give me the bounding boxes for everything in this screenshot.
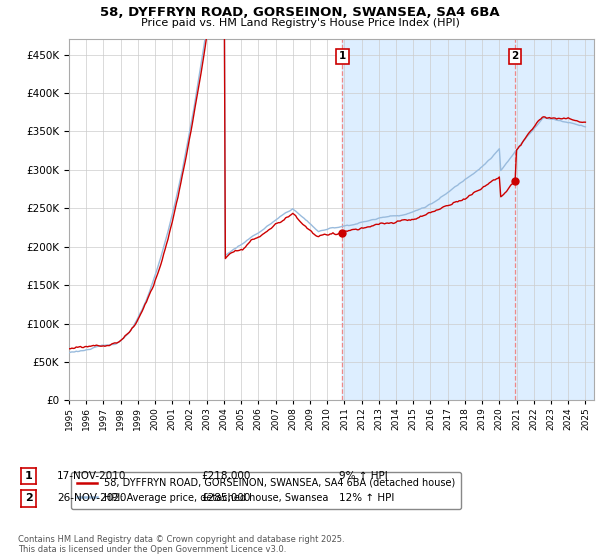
Text: £218,000: £218,000: [201, 471, 250, 481]
Text: 2: 2: [25, 493, 32, 503]
Text: Price paid vs. HM Land Registry's House Price Index (HPI): Price paid vs. HM Land Registry's House …: [140, 18, 460, 28]
Text: 17-NOV-2010: 17-NOV-2010: [57, 471, 127, 481]
Text: 58, DYFFRYN ROAD, GORSEINON, SWANSEA, SA4 6BA: 58, DYFFRYN ROAD, GORSEINON, SWANSEA, SA…: [100, 6, 500, 18]
Text: 26-NOV-2020: 26-NOV-2020: [57, 493, 127, 503]
Text: 1: 1: [339, 51, 346, 61]
Text: 1: 1: [25, 471, 32, 481]
Text: Contains HM Land Registry data © Crown copyright and database right 2025.
This d: Contains HM Land Registry data © Crown c…: [18, 535, 344, 554]
Text: £285,000: £285,000: [201, 493, 250, 503]
Bar: [343, 39, 594, 400]
Text: 9% ↑ HPI: 9% ↑ HPI: [339, 471, 388, 481]
Text: 2: 2: [511, 51, 518, 61]
Legend: 58, DYFFRYN ROAD, GORSEINON, SWANSEA, SA4 6BA (detached house), HPI: Average pri: 58, DYFFRYN ROAD, GORSEINON, SWANSEA, SA…: [71, 472, 461, 508]
Text: 12% ↑ HPI: 12% ↑ HPI: [339, 493, 394, 503]
